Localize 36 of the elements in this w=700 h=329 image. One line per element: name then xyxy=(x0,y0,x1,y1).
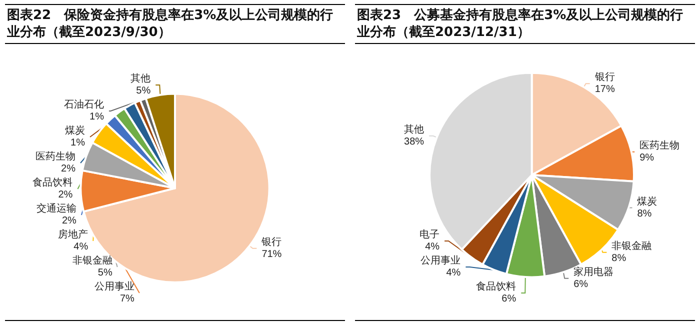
data-label: 4% xyxy=(425,242,440,252)
slice-label: 银行 xyxy=(260,236,282,248)
slice-label: 石油石化 xyxy=(64,98,104,110)
chart-title: 图表23 公募基金持有股息率在3%及以上公司规模的行业分布（截至2023/12/31） xyxy=(355,4,695,44)
data-label: 8% xyxy=(637,208,652,220)
slice-label: 公用事业 xyxy=(420,254,461,266)
data-label: 38% xyxy=(404,136,424,148)
data-label: 6% xyxy=(502,294,516,304)
slice-label: 家用电器 xyxy=(574,266,614,278)
slice-label: 食品饮料 xyxy=(32,176,73,188)
slice-label: 房地产 xyxy=(58,228,88,240)
chart-title: 图表22 保险资金持有股息率在3%及以上公司规模的行业分布（截至2023/9/30） xyxy=(5,4,345,44)
data-label: 2% xyxy=(62,216,77,226)
data-label: 8% xyxy=(612,252,626,264)
data-label: 2% xyxy=(61,164,76,174)
data-label: 2% xyxy=(58,190,73,200)
data-label: 17% xyxy=(594,84,615,96)
data-label: 4% xyxy=(446,268,461,278)
slice-label: 电子 xyxy=(420,228,440,240)
slice-label: 非银金融 xyxy=(612,240,652,252)
data-label: 5% xyxy=(98,268,112,278)
data-label: 9% xyxy=(640,152,654,164)
slice-label: 交通运输 xyxy=(36,202,76,214)
slice-label: 公用事业 xyxy=(94,280,134,292)
slice-label: 其他 xyxy=(404,123,424,136)
data-label: 5% xyxy=(136,86,151,96)
slice-label: 医药生物 xyxy=(640,139,680,152)
data-label: 7% xyxy=(120,294,135,304)
slice-label: 医药生物 xyxy=(36,150,76,162)
data-label: 6% xyxy=(574,278,588,290)
data-label: 4% xyxy=(74,242,88,252)
slice-label: 食品饮料 xyxy=(476,280,516,292)
data-label: 71% xyxy=(262,248,282,260)
slice-label: 煤炭 xyxy=(637,195,658,208)
slice-label: 其他 xyxy=(130,72,151,84)
slice-label: 银行 xyxy=(594,72,615,84)
